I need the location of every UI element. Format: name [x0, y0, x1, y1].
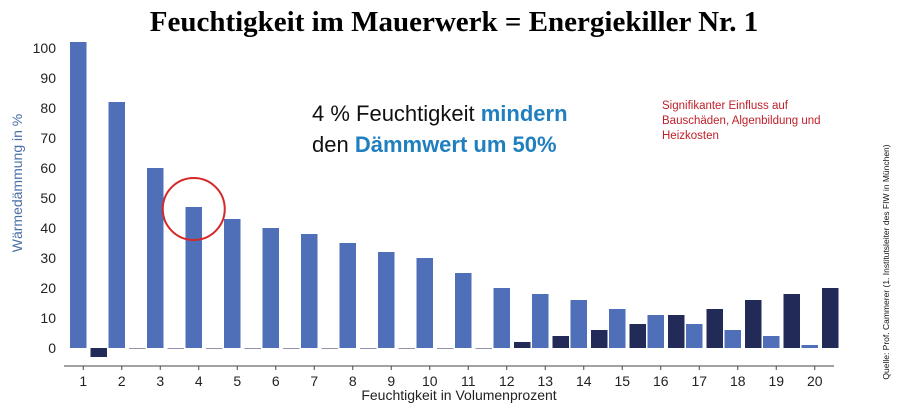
bar-series-2-10: [437, 348, 454, 349]
chart-title: Feuchtigkeit im Mauerwerk = Energiekille…: [149, 6, 759, 38]
annotation-line-2: den Dämmwert um 50%: [312, 129, 568, 160]
bars: [70, 42, 839, 357]
x-tick-label: 20: [807, 373, 823, 389]
y-tick-label: 30: [40, 250, 56, 266]
bar-series-1-4: [185, 207, 202, 348]
bar-series-1-8: [339, 243, 356, 348]
bar-series-2-2: [129, 348, 146, 349]
side-annotation: Signifikanter Einfluss auf Bauschäden, A…: [662, 100, 821, 142]
y-tick-label: 60: [40, 160, 56, 176]
annotation-line-1-text: 4 % Feuchtigkeit: [312, 101, 481, 126]
x-axis-ticks: 1 2 3 4 5 6 7 8 9 10 11 12 13 14 15 16 17 18 19 20: [79, 366, 823, 389]
x-tick-label: 8: [349, 373, 357, 389]
bar-series-2-3: [167, 348, 184, 349]
x-tick-label: 18: [730, 373, 746, 389]
bar-series-2-9: [398, 348, 415, 349]
main-annotation: 4 % Feuchtigkeit mindern den Dämmwert um…: [312, 98, 568, 160]
bar-series-1-2: [108, 102, 125, 348]
x-tick-label: 10: [422, 373, 438, 389]
y-tick-label: 80: [40, 100, 56, 116]
bar-series-2-17: [706, 309, 723, 348]
bar-series-2-11: [475, 348, 492, 349]
x-tick-label: 5: [233, 373, 241, 389]
y-tick-label: 40: [40, 220, 56, 236]
bar-series-1-15: [609, 309, 626, 348]
bar-series-2-12: [514, 342, 531, 348]
x-tick-label: 3: [156, 373, 164, 389]
bar-series-1-1: [70, 42, 87, 348]
x-tick-label: 19: [768, 373, 784, 389]
bar-series-2-15: [629, 324, 646, 348]
bar-series-1-13: [532, 294, 549, 348]
bar-series-2-6: [283, 348, 300, 349]
bar-series-1-19: [763, 336, 780, 348]
annotation-line-1: 4 % Feuchtigkeit mindern: [312, 98, 568, 129]
x-tick-label: 1: [79, 373, 87, 389]
bar-series-2-20: [822, 288, 839, 348]
bar-series-2-5: [244, 348, 261, 349]
bar-series-2-7: [321, 348, 338, 349]
y-tick-label: 20: [40, 280, 56, 296]
bar-series-1-6: [262, 228, 279, 348]
x-tick-label: 4: [195, 373, 203, 389]
x-tick-label: 2: [118, 373, 126, 389]
bar-series-1-17: [686, 324, 703, 348]
bar-series-2-8: [360, 348, 377, 349]
highlight-layer: [161, 177, 226, 241]
bar-series-1-10: [416, 258, 433, 348]
bar-series-2-4: [206, 348, 223, 349]
bar-series-1-9: [378, 252, 395, 348]
y-tick-label: 0: [48, 340, 56, 356]
bar-series-2-19: [783, 294, 800, 348]
x-tick-label: 6: [272, 373, 280, 389]
y-tick-label: 10: [40, 310, 56, 326]
bar-series-1-3: [147, 168, 164, 348]
x-tick-label: 16: [653, 373, 669, 389]
bar-series-2-14: [591, 330, 608, 348]
x-tick-label: 14: [576, 373, 592, 389]
x-tick-label: 7: [310, 373, 318, 389]
bar-series-2-18: [745, 300, 762, 348]
bar-series-1-16: [647, 315, 664, 348]
bar-series-1-20: [801, 345, 818, 348]
y-tick-label: 100: [33, 40, 57, 56]
y-tick-label: 70: [40, 130, 56, 146]
x-tick-label: 15: [614, 373, 630, 389]
x-tick-label: 11: [461, 373, 476, 389]
bar-series-1-7: [301, 234, 318, 348]
annotation-line-2-text: den: [312, 132, 355, 157]
source-note: Quelle: Prof. Cammerer (1. Institutsleit…: [881, 144, 891, 380]
x-axis-label: Feuchtigkeit in Volumenprozent: [361, 387, 557, 403]
bar-series-1-12: [493, 288, 510, 348]
annotation-line-1-highlight: mindern: [480, 101, 568, 126]
bar-series-2-1: [90, 348, 107, 357]
bar-series-1-14: [570, 300, 587, 348]
annotation-line-2-highlight: Dämmwert um 50%: [354, 132, 557, 157]
bar-series-1-11: [455, 273, 472, 348]
x-tick-label: 12: [499, 373, 515, 389]
x-tick-label: 17: [691, 373, 707, 389]
bar-series-2-16: [668, 315, 685, 348]
bar-series-1-18: [724, 330, 741, 348]
highlight-circle: [161, 177, 226, 241]
x-tick-label: 9: [387, 373, 395, 389]
y-tick-label: 50: [40, 190, 56, 206]
y-axis-label: Wärmedämmung in %: [9, 113, 25, 253]
bar-series-1-5: [224, 219, 241, 348]
y-tick-label: 90: [40, 70, 56, 86]
bar-series-2-13: [552, 336, 569, 348]
x-tick-label: 13: [537, 373, 553, 389]
y-axis-ticks: 0 10 20 30 40 50 60 70 80 90 100: [33, 40, 57, 356]
